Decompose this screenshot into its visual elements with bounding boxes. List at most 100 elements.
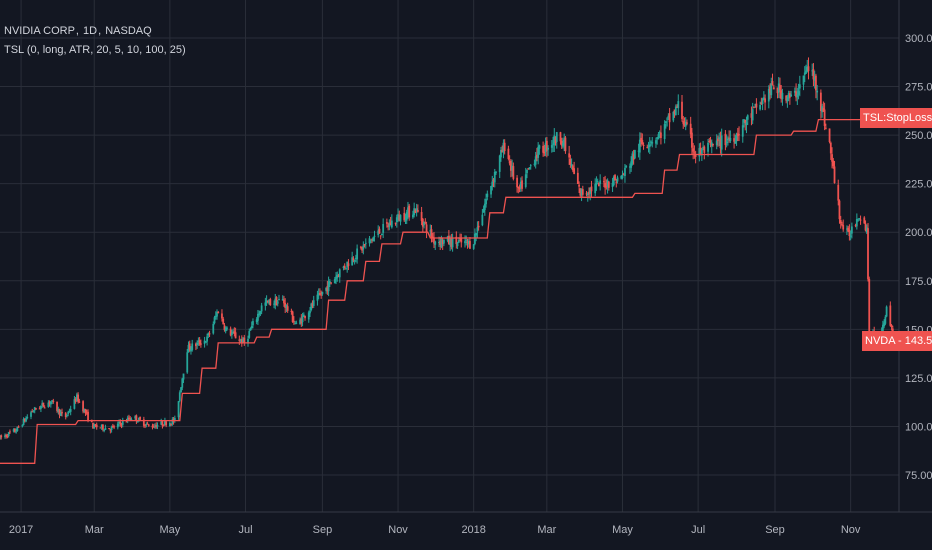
- candle: [22, 417, 25, 426]
- candle: [796, 87, 799, 105]
- candle: [385, 218, 388, 228]
- candle-body: [735, 133, 738, 142]
- candle-body: [770, 82, 773, 96]
- candle-body: [656, 137, 659, 139]
- candle: [620, 175, 623, 180]
- candle: [134, 415, 137, 421]
- candle-body: [807, 66, 810, 72]
- candle-body: [424, 222, 427, 224]
- candle: [336, 271, 339, 282]
- price-tag-value: 143.58: [904, 335, 932, 347]
- candle-body: [146, 423, 149, 425]
- candle-body: [573, 168, 576, 175]
- candle-body: [335, 276, 337, 280]
- candle-body: [321, 291, 324, 295]
- candle-body: [388, 223, 391, 227]
- candle: [126, 415, 129, 424]
- candle-body: [858, 218, 861, 220]
- candle-body: [691, 132, 693, 148]
- candle-body: [382, 224, 385, 233]
- candle-body: [885, 306, 888, 317]
- candle: [273, 300, 275, 309]
- candle: [135, 414, 138, 425]
- candle: [632, 149, 635, 165]
- candle-body: [404, 219, 407, 221]
- candle-body: [68, 411, 71, 413]
- candle: [327, 276, 330, 297]
- candle: [208, 330, 211, 338]
- candle: [598, 182, 600, 187]
- candle-body: [291, 311, 294, 323]
- candle: [663, 120, 666, 144]
- symbol-header[interactable]: NVIDIA CORP, 1D, NASDAQ: [4, 25, 152, 37]
- candle-body: [234, 332, 237, 339]
- candle-body: [373, 235, 376, 237]
- candle: [240, 335, 243, 347]
- candle: [356, 244, 359, 264]
- candle-body: [588, 191, 590, 195]
- candle-body: [790, 94, 793, 97]
- candle-body: [326, 286, 329, 292]
- candle-body: [544, 142, 547, 152]
- candle: [889, 301, 892, 327]
- candle: [16, 426, 19, 432]
- candle: [553, 128, 556, 153]
- candle-body: [764, 98, 766, 103]
- candle-body: [359, 246, 362, 248]
- candle: [881, 320, 884, 333]
- candle-body: [431, 236, 434, 238]
- candle: [493, 168, 496, 188]
- candle: [300, 314, 303, 327]
- candle: [424, 218, 427, 225]
- indicator-legend[interactable]: TSL (0, long, ATR, 20, 5, 10, 100, 25): [4, 44, 187, 56]
- candle-body: [284, 302, 287, 308]
- x-tick-label: Nov: [841, 524, 861, 536]
- candle: [369, 239, 372, 244]
- candle: [335, 272, 337, 285]
- candle-body: [527, 168, 530, 170]
- candle-body: [621, 174, 624, 179]
- candle-body: [333, 279, 336, 284]
- candle: [61, 408, 63, 417]
- candle-body: [83, 409, 86, 413]
- candle-body: [191, 343, 194, 351]
- candle: [443, 239, 445, 247]
- candle: [195, 342, 197, 351]
- candle-body: [40, 405, 42, 409]
- candle-body: [708, 141, 711, 143]
- candle-body: [493, 172, 496, 183]
- candle-body: [755, 103, 758, 108]
- candle-body: [21, 425, 24, 427]
- candle: [59, 409, 62, 417]
- candle: [146, 421, 149, 425]
- candle: [317, 288, 320, 300]
- price-axis[interactable]: [899, 0, 932, 512]
- candle-body: [342, 266, 345, 268]
- candle: [516, 175, 518, 193]
- candle: [338, 268, 341, 283]
- candle: [346, 261, 349, 273]
- candle: [509, 159, 512, 178]
- candle-body: [803, 72, 806, 75]
- candle-body: [606, 180, 609, 187]
- candle-body: [328, 281, 331, 284]
- time-axis[interactable]: [0, 512, 932, 550]
- price-axis-labels: 300.00275.00250.00225.00200.00175.00150.…: [905, 33, 932, 482]
- candle-body: [196, 342, 199, 346]
- candle: [41, 400, 44, 409]
- candle-body: [180, 387, 182, 393]
- x-tick-label: 2018: [461, 524, 485, 536]
- candle: [26, 414, 29, 420]
- y-tick-label: 175.00: [905, 276, 932, 288]
- candle-body: [16, 426, 19, 431]
- candle-body: [647, 145, 650, 147]
- candle-body: [602, 181, 605, 183]
- candle-body: [217, 312, 220, 314]
- candle-body: [837, 184, 840, 201]
- candle: [673, 109, 676, 118]
- candle-body: [247, 338, 249, 343]
- candle: [569, 154, 572, 168]
- candle-body: [144, 425, 146, 427]
- candle-body: [212, 323, 215, 334]
